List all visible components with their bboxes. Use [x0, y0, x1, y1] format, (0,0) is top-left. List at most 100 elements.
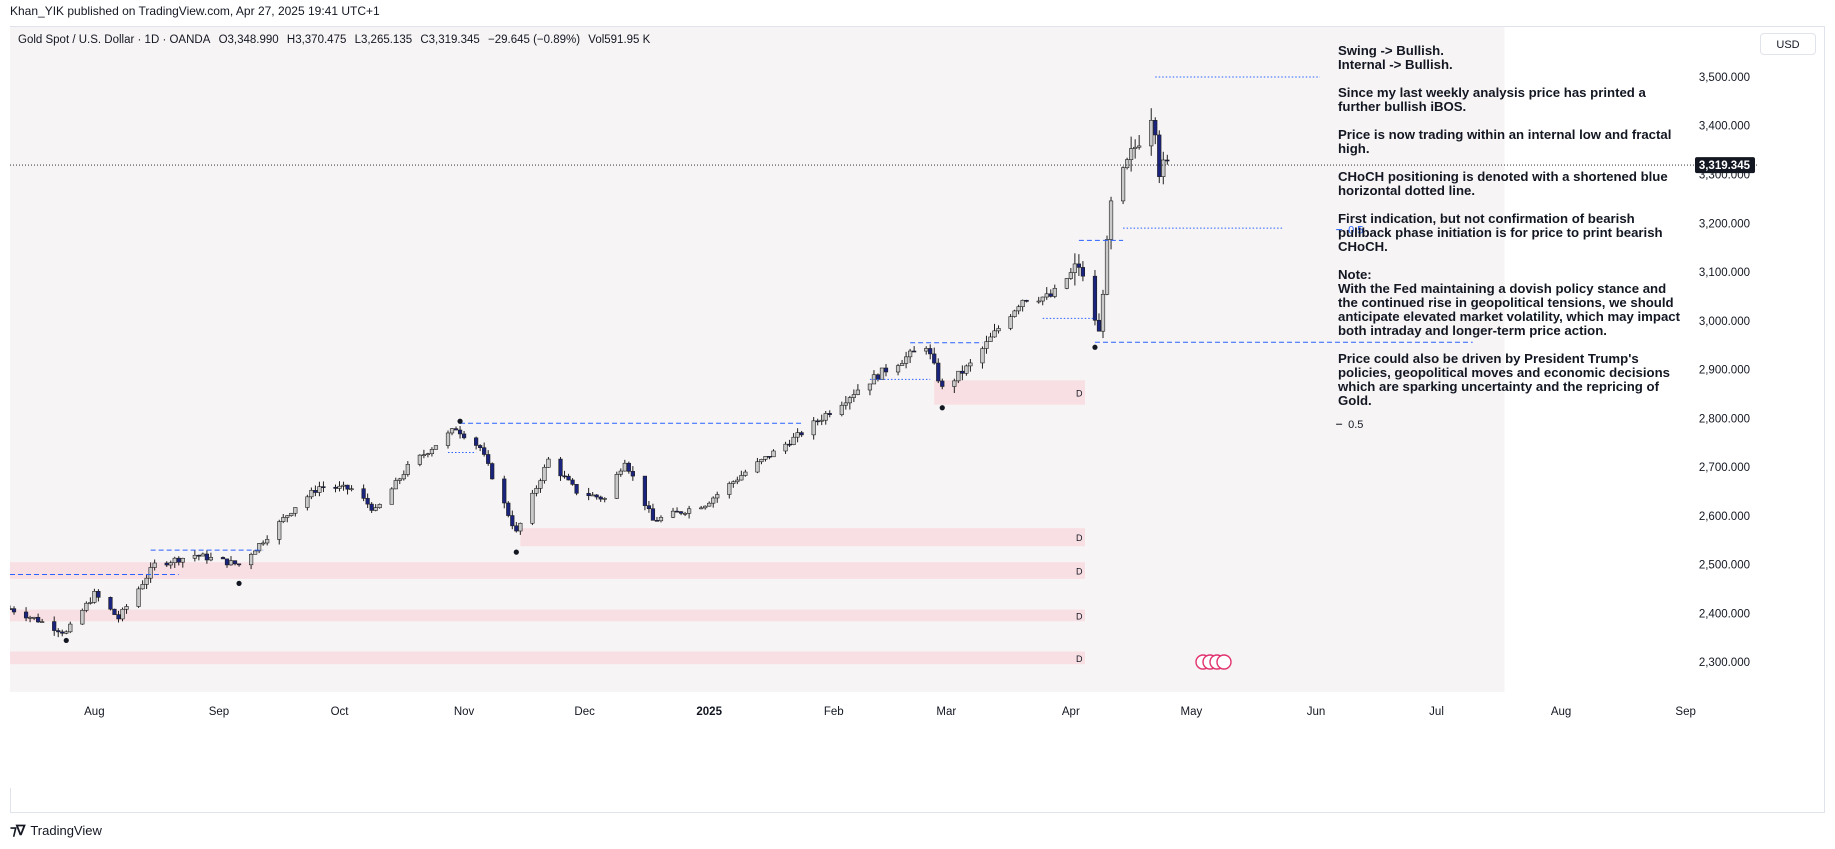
candle-body [204, 553, 210, 561]
price-axis-tick: 2,500.000 [1699, 560, 1750, 572]
candle-body [490, 463, 495, 480]
candle-body [425, 453, 431, 456]
candle-body [1024, 299, 1029, 302]
demand-zone-label: D [1076, 654, 1083, 664]
time-axis-tick: Sep [1675, 706, 1695, 718]
candle-body [908, 350, 913, 358]
ohlc-close: C3,319.345 [420, 34, 480, 46]
candle-body [674, 510, 680, 513]
candle-body [60, 631, 65, 634]
candle-body [305, 496, 310, 508]
ohlc-high: H3,370.475 [286, 34, 347, 46]
candle-body [1040, 296, 1045, 302]
symbol-legend: Gold Spot / U.S. Dollar · 1D · OANDA O3,… [18, 34, 655, 46]
candle-body [261, 542, 266, 545]
candle-body [735, 479, 740, 483]
candle-body [626, 462, 631, 472]
candle-body [678, 511, 684, 514]
demand-zone-label: D [1076, 389, 1083, 399]
candle-body [1052, 288, 1057, 297]
note-paragraph: Price is now trading within an internal … [1338, 127, 1672, 156]
candle-body [658, 516, 664, 522]
candle-body [598, 496, 603, 500]
candle-body [377, 504, 382, 508]
candlestick-chart[interactable]: DDDDD0.50.53,500.0003,400.0003,300.0003,… [10, 27, 1758, 788]
candle-body [417, 454, 422, 465]
candle-body [1133, 146, 1138, 149]
candle-body [928, 348, 933, 355]
candle-body [787, 443, 792, 446]
demand-zone-label: D [1076, 533, 1083, 543]
candle-body [277, 521, 282, 540]
note-paragraph: Price could also be driven by President … [1338, 351, 1670, 408]
chart-plot-area[interactable]: D D D D D 0.5 0.5 3,500.000 3,400.000 3,300.000 3,… [10, 27, 1758, 788]
candle-body [851, 394, 856, 398]
swing-point-marker [236, 580, 242, 586]
candle-body [1012, 310, 1017, 317]
candle-body [996, 328, 1001, 332]
volume-value: Vol591.95 K [588, 34, 651, 46]
candle-body [992, 330, 997, 338]
candle-body [289, 512, 294, 516]
candle-body [200, 553, 205, 557]
publisher-caption: Khan_YIK published on TradingView.com, A… [10, 4, 380, 18]
candle-body [52, 621, 57, 631]
candle-body [474, 437, 479, 446]
candle-body [883, 367, 889, 373]
candle-body [253, 550, 258, 555]
candle-body [936, 362, 941, 382]
fib-level-label: 0.5 [1348, 225, 1363, 237]
candle-body [1008, 316, 1013, 329]
ohlc-open: O3,348.990 [218, 34, 279, 46]
candle-body [630, 471, 635, 477]
candle-body [510, 515, 515, 527]
candle-body [1165, 159, 1170, 162]
swing-point-marker [513, 549, 519, 555]
candle-body [397, 478, 402, 481]
candle-body [84, 602, 89, 611]
candle-body [249, 554, 254, 566]
footer-brand[interactable]: ⁊∇ TradingView [10, 822, 102, 839]
candle-body [855, 389, 860, 395]
candle-body [960, 370, 965, 374]
candle-body [1016, 306, 1021, 312]
tradingview-wordmark: TradingView [30, 823, 102, 838]
candle-body [265, 539, 270, 544]
candle-body [236, 563, 242, 566]
candle-body [23, 611, 29, 619]
candle-body [172, 557, 177, 564]
candle-body [932, 353, 937, 364]
candle-body [1076, 263, 1081, 268]
price-axis-tick: 3,000.000 [1699, 316, 1750, 328]
candle-body [421, 454, 426, 457]
candle-body [843, 402, 848, 406]
candle-body [783, 443, 788, 452]
swing-point-marker [457, 418, 463, 424]
candle-body [1092, 275, 1098, 321]
candle-body [924, 348, 929, 352]
candle-body [136, 588, 141, 607]
last-price-tag [1695, 157, 1755, 174]
candle-body [1072, 263, 1077, 273]
candle-body [345, 484, 350, 490]
candle-body [96, 591, 101, 598]
currency-button[interactable]: USD [1760, 33, 1816, 55]
candle-body [819, 419, 824, 422]
note-paragraph: CHoCH positioning is denoted with a shor… [1338, 169, 1668, 198]
candle-body [224, 558, 230, 566]
candle-body [429, 449, 435, 455]
price-axis-tick: 2,900.000 [1699, 365, 1750, 377]
candle-body [988, 336, 993, 342]
candle-body [687, 508, 692, 514]
candle-body [707, 502, 712, 507]
candle-body [164, 562, 169, 566]
candle-body [827, 413, 832, 415]
candle-body [570, 479, 575, 485]
candle-body [401, 474, 406, 480]
demand-zone [934, 380, 1085, 405]
candle-body [309, 490, 314, 498]
candle-body [875, 374, 881, 380]
price-axis-tick: 3,200.000 [1699, 218, 1750, 230]
ohlc-low: L3,265.135 [354, 34, 413, 46]
candle-body [767, 456, 772, 458]
